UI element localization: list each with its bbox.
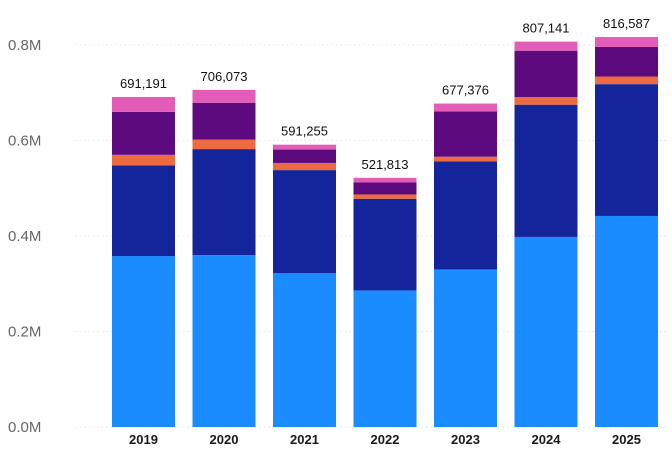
x-tick-label: 2020	[210, 432, 239, 447]
bar-segment-4	[595, 46, 658, 77]
bar-segment-1	[353, 290, 417, 427]
x-axis-ticks: 2019 2020 2021 2022 2023 2024 2025	[129, 432, 641, 447]
bar-group-2021	[273, 144, 336, 427]
bar-segment-3	[112, 154, 175, 166]
total-labels: 691,191 706,073 591,255 521,813 677,376 807,1…	[120, 16, 650, 172]
total-label: 591,255	[281, 124, 328, 139]
bar-segment-2	[514, 104, 578, 237]
bar-group-2025	[595, 37, 658, 427]
total-label: 677,376	[442, 83, 489, 98]
bar-segment-1	[434, 269, 497, 427]
x-tick-label: 2021	[290, 432, 319, 447]
y-axis-ticks: 0.0M 0.2M 0.4M 0.6M 0.8M	[8, 37, 41, 436]
bar-segment-1	[192, 255, 256, 427]
total-label: 706,073	[201, 69, 248, 84]
bar-segment-5	[112, 96, 175, 112]
bar-group-2022	[353, 177, 417, 427]
bar-segment-3	[273, 162, 336, 171]
total-label: 691,191	[120, 76, 167, 91]
bar-group-2024	[514, 41, 578, 427]
bar-segment-5	[192, 89, 256, 103]
bar-group-2019	[112, 96, 175, 427]
y-tick-label: 0.2M	[8, 324, 41, 341]
bar-segment-1	[514, 236, 578, 427]
bar-segment-2	[273, 170, 336, 274]
y-tick-label: 0.6M	[8, 133, 41, 150]
bar-segment-1	[595, 215, 658, 427]
bar-segment-4	[514, 50, 578, 98]
bar-segment-5	[434, 103, 497, 112]
x-tick-label: 2024	[532, 432, 562, 447]
bar-segment-4	[112, 111, 175, 155]
x-tick-label: 2023	[451, 432, 480, 447]
y-tick-label: 0.4M	[8, 228, 41, 245]
total-label: 807,141	[523, 21, 570, 36]
total-label: 816,587	[603, 16, 650, 31]
bar-segment-2	[192, 149, 256, 256]
x-tick-label: 2019	[129, 432, 158, 447]
bar-segment-1	[112, 256, 175, 427]
bar-segment-3	[434, 156, 497, 162]
bar-segment-3	[353, 194, 417, 199]
y-tick-label: 0.8M	[8, 37, 41, 54]
bar-segment-2	[595, 84, 658, 216]
y-tick-label: 0.0M	[8, 419, 41, 436]
bar-group-2020	[192, 89, 256, 427]
bar-segment-2	[434, 161, 497, 270]
bar-segment-4	[353, 182, 417, 195]
total-label: 521,813	[362, 157, 409, 172]
bar-segment-3	[514, 97, 578, 105]
bar-segment-4	[192, 102, 256, 140]
bar-segment-5	[353, 177, 417, 183]
bar-segment-2	[353, 198, 417, 291]
bar-segment-1	[273, 273, 336, 427]
x-tick-label: 2025	[612, 432, 641, 447]
bars	[112, 37, 658, 427]
bar-group-2023	[434, 103, 497, 427]
bar-segment-2	[112, 165, 175, 257]
bar-segment-5	[273, 144, 336, 150]
bar-segment-3	[595, 76, 658, 85]
bar-segment-4	[273, 149, 336, 163]
x-tick-label: 2022	[371, 432, 400, 447]
bar-segment-3	[192, 139, 256, 150]
bar-segment-5	[595, 37, 658, 47]
bar-segment-4	[434, 111, 497, 157]
bar-segment-5	[514, 41, 578, 51]
